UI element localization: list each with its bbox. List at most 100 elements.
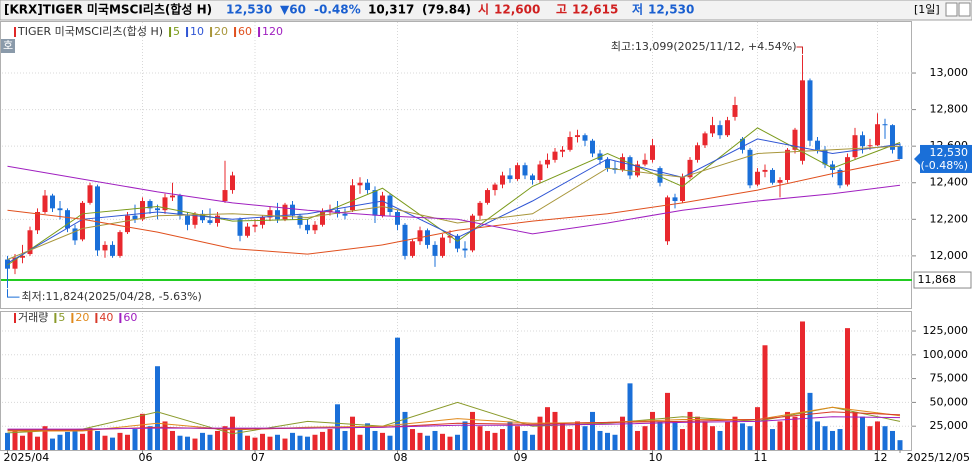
candle-body — [455, 235, 460, 249]
candle-body — [537, 164, 543, 180]
volume-bar — [267, 436, 273, 450]
candle-body — [170, 195, 175, 198]
candle-body — [800, 80, 805, 161]
volume-bar — [140, 413, 145, 450]
volume-bar — [492, 432, 498, 450]
volume-bar — [162, 421, 168, 450]
menu-button[interactable] — [945, 2, 958, 17]
candle-body — [582, 135, 588, 141]
reference-label-box — [913, 271, 972, 289]
legend-swatch — [258, 27, 261, 37]
candle-body — [515, 165, 520, 180]
close-button[interactable] — [958, 2, 971, 17]
volume-bar — [35, 436, 40, 450]
x-tick-label: 2025/04 — [4, 451, 50, 464]
volume-bar — [87, 428, 93, 450]
volume-bar — [815, 421, 820, 450]
volume-bar — [200, 432, 205, 450]
candle-body — [485, 190, 490, 203]
volume-bar — [455, 434, 460, 450]
volume-bar — [357, 434, 363, 450]
volume-bar — [260, 433, 265, 450]
candle-body — [215, 215, 220, 223]
moving-average-line — [7, 138, 901, 264]
volume-bar — [515, 426, 520, 450]
header-open: 12,600 — [494, 3, 540, 17]
candle-body — [222, 190, 228, 202]
legend-swatch — [169, 27, 172, 37]
candle-body — [140, 201, 145, 220]
volume-bar — [740, 423, 745, 450]
header-change: ▼60 — [280, 3, 306, 17]
volume-bar — [245, 435, 250, 450]
candle-body — [72, 228, 78, 241]
plot-layer: 2025/04 06 07 08 09 10 11 12 2025/12/05 12,000 12,… — [1, 22, 972, 464]
volume-bar — [500, 429, 505, 450]
x-tick-label: 12 — [874, 451, 888, 464]
x-tick-label: 06 — [139, 451, 153, 464]
candle-body — [747, 149, 753, 186]
reference-label: 11,868 — [918, 273, 957, 286]
header-title: [KRX]TIGER 미국MSCI리츠(합성 H) — [4, 2, 212, 17]
candle-body — [882, 124, 888, 126]
volume-bar — [680, 429, 685, 450]
candle-body — [590, 140, 595, 154]
candle-body — [155, 208, 160, 211]
volume-bar — [147, 426, 153, 450]
volume-bar — [612, 434, 618, 450]
candle-body — [680, 177, 685, 202]
candle-body — [657, 168, 663, 183]
volume-bar — [327, 429, 333, 450]
legend-entry: 5 — [58, 311, 65, 324]
candle-body — [342, 213, 348, 216]
candle-body — [462, 248, 468, 251]
volume-bar — [387, 435, 393, 450]
volume-bar — [192, 438, 198, 450]
volume-bar — [305, 436, 310, 450]
candle-body — [500, 175, 505, 185]
legend-title: 거래량 — [18, 311, 48, 324]
legend-swatch — [14, 313, 16, 323]
candle-body — [200, 213, 205, 221]
candle-body — [477, 202, 483, 216]
candle-body — [642, 159, 648, 165]
volume-bar — [215, 430, 220, 450]
volume-bar — [507, 421, 513, 450]
candle-body — [177, 195, 183, 216]
volume-bar — [290, 432, 295, 450]
candle-body — [305, 224, 310, 231]
volume-bar — [777, 421, 783, 450]
volume-bar — [732, 416, 738, 450]
moving-average-line — [7, 411, 901, 431]
candle-body — [42, 195, 48, 212]
volume-bar — [642, 426, 648, 450]
candle-body — [20, 255, 25, 258]
legend-swatch — [54, 313, 57, 323]
x-tick-label: 07 — [251, 451, 265, 464]
volume-bar — [485, 430, 490, 450]
candle-body — [417, 230, 423, 242]
side-button-label[interactable]: 호 — [3, 39, 13, 52]
candle-body — [80, 202, 85, 240]
volume-bar — [20, 435, 25, 450]
candle-body — [147, 201, 153, 209]
y-tick-label: 125,000 — [923, 324, 969, 337]
candle-body — [770, 169, 775, 183]
side-button[interactable] — [1, 39, 15, 53]
legend-swatch — [71, 313, 74, 323]
candle-body — [860, 135, 865, 147]
candle-body — [320, 212, 325, 225]
candle-body — [830, 164, 835, 170]
volume-bar — [575, 421, 580, 450]
candle-body — [687, 159, 693, 178]
volume-bar — [395, 337, 400, 450]
candle-body — [117, 232, 123, 256]
volume-bar — [275, 434, 280, 450]
volume-bar — [402, 411, 408, 450]
period-button[interactable]: [1일] — [914, 2, 940, 16]
volume-bar — [117, 432, 123, 450]
volume-bar — [890, 430, 895, 450]
candle-body — [290, 204, 295, 216]
candle-body — [110, 244, 115, 256]
candle-body — [87, 185, 93, 203]
